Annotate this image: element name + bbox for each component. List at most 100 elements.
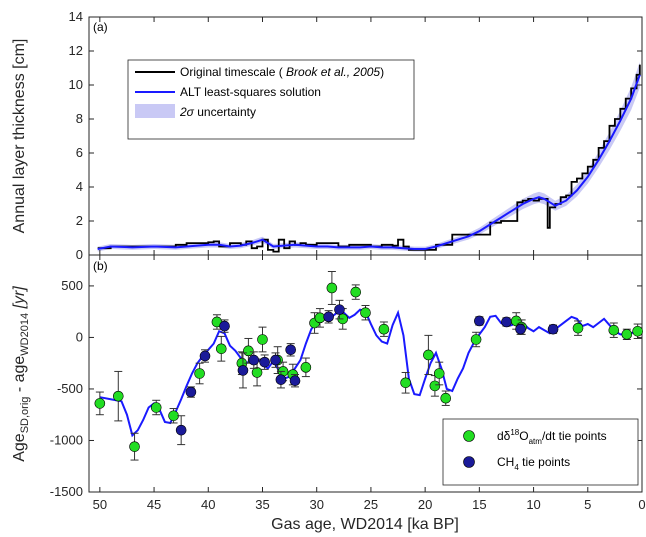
ch4-tie-point-marker xyxy=(474,315,485,327)
xtick-label: 35 xyxy=(255,497,269,512)
ch4-tie-point-marker xyxy=(289,375,301,387)
d18o-tie-point-marker xyxy=(378,323,390,335)
ch4-tie-point-marker xyxy=(219,320,230,332)
x-axis-ticks: 50 45 40 35 30 25 20 15 10 5 0 xyxy=(93,17,646,512)
d18o-tie-point-marker xyxy=(572,322,584,334)
d18o-tie-point xyxy=(400,371,411,394)
ch4-tie-point xyxy=(237,352,249,389)
ch4-tie-point xyxy=(474,315,485,327)
panel-a-legend-box xyxy=(127,59,415,140)
d18o-tie-point xyxy=(94,391,106,416)
d18o-tie-point-marker xyxy=(470,334,482,345)
legend-marker-d18o xyxy=(463,430,475,442)
d18o-tie-point xyxy=(378,321,390,337)
ch4-tie-point-marker xyxy=(175,424,187,436)
d18o-tie-point-marker xyxy=(168,410,179,422)
ch4-tie-point-marker xyxy=(501,316,512,328)
d18o-tie-point xyxy=(608,322,620,338)
d18o-tie-point xyxy=(194,362,205,385)
d18o-tie-point-marker xyxy=(243,345,254,357)
d18o-tie-point xyxy=(211,314,223,330)
d18o-tie-point-marker xyxy=(350,286,362,298)
ch4-tie-point-marker xyxy=(285,344,296,356)
d18o-tie-point-marker xyxy=(215,343,227,355)
x-axis-title: Gas age, WD2014 [ka BP] xyxy=(271,516,459,533)
panel-a-tag: (a) xyxy=(93,20,108,34)
xtick-label: 50 xyxy=(93,497,107,512)
panel-a-legend: Original timescale ( Brook et al., 2005)… xyxy=(127,59,415,140)
ch4-tie-point xyxy=(270,352,281,368)
ch4-tie-point xyxy=(175,415,187,446)
a-ytick-label: 4 xyxy=(76,179,83,194)
a-ytick-label: 8 xyxy=(76,111,83,126)
ch4-tie-point xyxy=(515,323,526,335)
b-ytick-label: 500 xyxy=(61,278,83,293)
ch4-tie-point xyxy=(259,354,270,370)
a-ytick-label: 2 xyxy=(76,213,83,228)
d18o-tie-point-marker xyxy=(423,349,434,361)
d18o-tie-point xyxy=(632,323,643,339)
d18o-tie-point-marker xyxy=(608,324,620,336)
ch4-tie-point-marker xyxy=(185,386,197,398)
panel-a-ylabel: Annual layer thickness [cm] xyxy=(11,39,28,234)
b-ytick-label: -500 xyxy=(57,381,83,396)
d18o-tie-point xyxy=(300,357,312,378)
ch4-tie-point xyxy=(334,299,345,320)
d18o-tie-point-marker xyxy=(429,380,441,392)
d18o-tie-point xyxy=(350,284,362,300)
ch4-tie-point-marker xyxy=(199,350,211,362)
panel-a-y-ticks: 0 2 4 6 8 10 12 14 xyxy=(69,9,642,262)
d18o-tie-point-marker xyxy=(129,441,140,452)
ch4-tie-point-marker xyxy=(270,354,281,366)
ch4-tie-point xyxy=(501,316,512,328)
a-ytick-label: 10 xyxy=(69,77,83,92)
ch4-tie-point xyxy=(219,319,230,333)
legend-label-ch4: CH4 tie points xyxy=(497,455,570,472)
d18o-tie-point xyxy=(360,304,371,321)
b-ytick-label: -1500 xyxy=(50,484,83,499)
d18o-tie-point-marker xyxy=(194,368,205,379)
d18o-tie-point-marker xyxy=(251,367,263,378)
ch4-tie-point xyxy=(275,370,287,389)
d18o-tie-point xyxy=(470,331,482,348)
d18o-tie-point-marker xyxy=(632,325,643,337)
legend-label-uncertainty: 2σ uncertainty xyxy=(179,105,256,119)
xtick-label: 45 xyxy=(147,497,161,512)
b-ytick-label: 0 xyxy=(76,329,83,344)
ch4-tie-point xyxy=(323,310,334,324)
panel-b-tag: (b) xyxy=(93,259,108,273)
panel-b-ylabel: AgeSD,orig - ageWD2014 [yr] xyxy=(11,286,31,462)
a-ytick-label: 12 xyxy=(69,43,83,58)
xtick-label: 30 xyxy=(309,497,323,512)
panel-a-lines xyxy=(97,64,641,253)
legend-label-d18o: dδ18Oatm/dt tie points xyxy=(497,428,607,446)
panel-b-legend-box xyxy=(442,418,639,486)
xtick-label: 40 xyxy=(201,497,215,512)
a-ytick-label: 0 xyxy=(76,247,83,262)
ch4-tie-point xyxy=(285,343,296,357)
d18o-tie-point xyxy=(150,399,162,416)
ch4-tie-point xyxy=(289,374,301,388)
d18o-tie-point xyxy=(251,358,263,387)
d18o-tie-point xyxy=(112,370,124,422)
d18o-tie-point-marker xyxy=(440,392,452,404)
d18o-tie-point xyxy=(621,328,633,340)
legend-marker-ch4 xyxy=(463,456,475,468)
xtick-label: 15 xyxy=(472,497,486,512)
a-ytick-label: 14 xyxy=(69,9,83,24)
d18o-tie-point-marker xyxy=(112,390,124,402)
ch4-tie-point xyxy=(248,351,260,369)
d18o-tie-point-marker xyxy=(433,368,445,379)
ch4-tie-point-marker xyxy=(275,374,287,385)
ch4-tie-point-marker xyxy=(547,323,559,335)
d18o-tie-point xyxy=(440,390,452,406)
xtick-label: 0 xyxy=(638,497,645,512)
d18o-tie-point-marker xyxy=(257,334,268,345)
d18o-tie-point xyxy=(129,432,140,461)
d18o-tie-point xyxy=(215,335,227,362)
ch4-tie-point-marker xyxy=(259,356,270,368)
legend-label-original: Original timescale ( Brook et al., 2005) xyxy=(180,65,384,79)
ch4-tie-point-marker xyxy=(237,365,249,376)
panel-a: 0 2 4 6 8 10 12 14 (a) Original timescale ( Bro… xyxy=(11,9,643,262)
